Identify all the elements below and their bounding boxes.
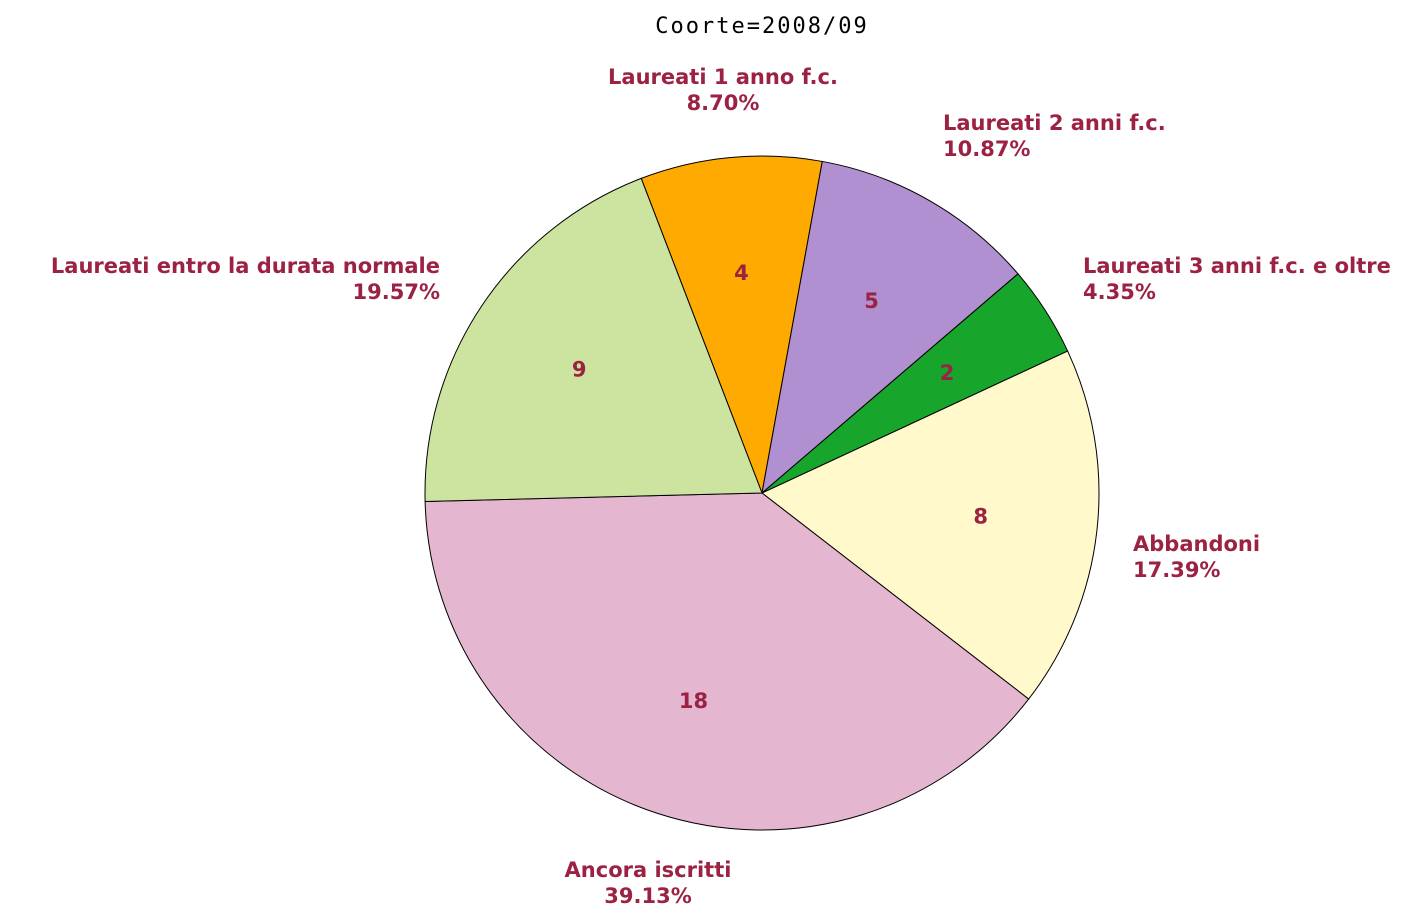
slice-share-label: 19.57% — [353, 280, 440, 304]
slice-value-label: 8 — [973, 504, 988, 528]
slice-share-label: 4.35% — [1083, 280, 1156, 304]
slice-share-label: 17.39% — [1133, 558, 1220, 582]
slice-category-label: Laureati 1 anno f.c. — [608, 65, 838, 89]
slice-category-label: Ancora iscritti — [565, 858, 732, 882]
chart-title: Coorte=2008/09 — [655, 14, 868, 39]
pie-slice — [424, 492, 1030, 831]
slice-value-label: 9 — [572, 358, 587, 382]
slice-category-label: Laureati entro la durata normale — [51, 254, 440, 278]
slice-category-label: Laureati 2 anni f.c. — [943, 111, 1166, 135]
slice-category-label: Laureati 3 anni f.c. e oltre — [1083, 254, 1391, 278]
slice-value-label: 4 — [734, 261, 749, 285]
pie-slice — [424, 177, 763, 502]
pie-slice — [761, 350, 1100, 700]
slice-share-label: 10.87% — [943, 137, 1030, 161]
pie-slice — [761, 160, 1019, 495]
slice-category-label: Abbandoni — [1133, 532, 1260, 556]
slice-share-label: 8.70% — [687, 91, 760, 115]
slice-value-label: 5 — [864, 289, 879, 313]
slice-value-label: 18 — [679, 689, 708, 713]
slice-value-label: 2 — [940, 361, 955, 385]
slice-share-label: 39.13% — [604, 884, 691, 908]
